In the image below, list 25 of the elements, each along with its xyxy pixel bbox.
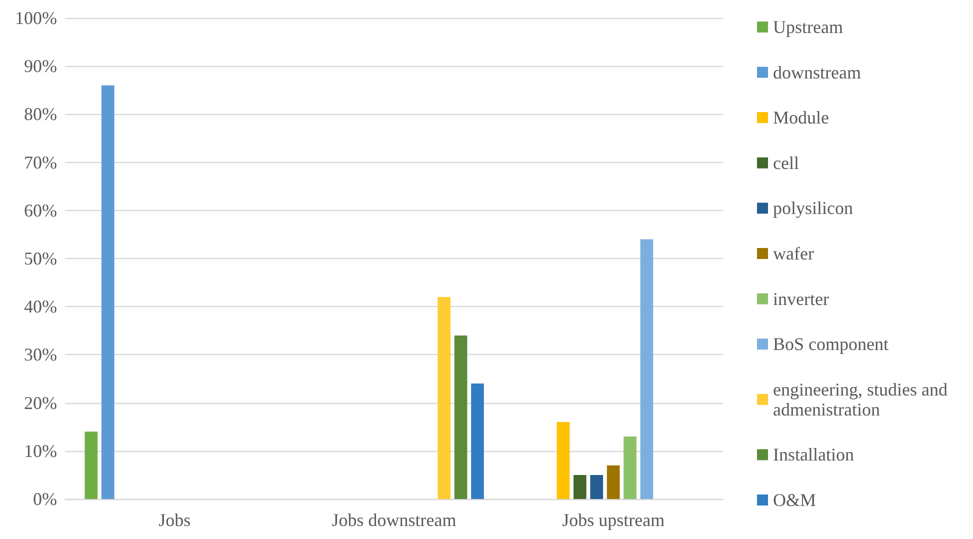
y-tick-label: 50% (24, 248, 57, 268)
y-tick-label: 60% (24, 200, 57, 220)
legend-label: Installation (773, 444, 854, 465)
y-tick-label: 0% (33, 489, 57, 509)
y-tick-label: 100% (15, 8, 57, 28)
legend-label: Module (773, 108, 830, 128)
y-tick-label: 70% (24, 152, 57, 172)
y-tick-label: 20% (24, 392, 57, 413)
legend-label: O&M (773, 490, 816, 510)
y-tick-label: 40% (24, 296, 57, 317)
y-tick-label: 10% (24, 440, 57, 461)
legend-label: BoS component (773, 334, 888, 354)
y-tick-label: 80% (24, 104, 57, 124)
x-tick-label: Jobs downstream (332, 510, 456, 530)
y-tick-label: 30% (24, 344, 57, 365)
legend-label: cell (773, 152, 799, 173)
x-tick-label: Jobs (158, 510, 191, 530)
legend-label: inverter (773, 288, 829, 309)
legend-label: polysilicon (773, 198, 853, 218)
x-tick-label: Jobs upstream (562, 510, 665, 530)
legend-label: wafer (773, 244, 814, 264)
legend-label: engineering, studies and admenistration (773, 379, 952, 420)
legend-label: Upstream (773, 17, 843, 37)
legend-label: downstream (773, 62, 861, 82)
y-tick-label: 90% (24, 56, 57, 76)
